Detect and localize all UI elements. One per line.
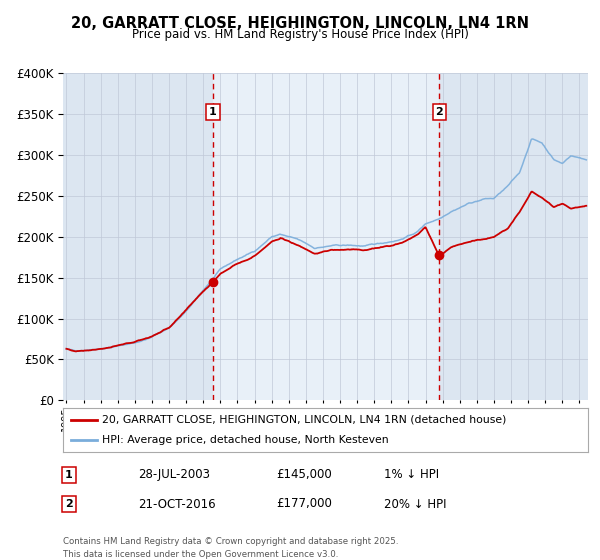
Text: 21-OCT-2016: 21-OCT-2016 (138, 497, 215, 511)
Text: 2: 2 (65, 499, 73, 509)
Text: £177,000: £177,000 (276, 497, 332, 511)
Text: Contains HM Land Registry data © Crown copyright and database right 2025.
This d: Contains HM Land Registry data © Crown c… (63, 538, 398, 559)
Text: 20% ↓ HPI: 20% ↓ HPI (384, 497, 446, 511)
Text: 1% ↓ HPI: 1% ↓ HPI (384, 468, 439, 482)
Bar (213, 73, 439, 400)
Text: 20, GARRATT CLOSE, HEIGHINGTON, LINCOLN, LN4 1RN (detached house): 20, GARRATT CLOSE, HEIGHINGTON, LINCOLN,… (103, 415, 507, 425)
Text: HPI: Average price, detached house, North Kesteven: HPI: Average price, detached house, Nort… (103, 435, 389, 445)
Text: Price paid vs. HM Land Registry's House Price Index (HPI): Price paid vs. HM Land Registry's House … (131, 28, 469, 41)
Text: 20, GARRATT CLOSE, HEIGHINGTON, LINCOLN, LN4 1RN: 20, GARRATT CLOSE, HEIGHINGTON, LINCOLN,… (71, 16, 529, 31)
Text: £145,000: £145,000 (276, 468, 332, 482)
Text: 2: 2 (436, 107, 443, 117)
Text: 1: 1 (209, 107, 217, 117)
Text: 1: 1 (65, 470, 73, 480)
Text: 28-JUL-2003: 28-JUL-2003 (138, 468, 210, 482)
